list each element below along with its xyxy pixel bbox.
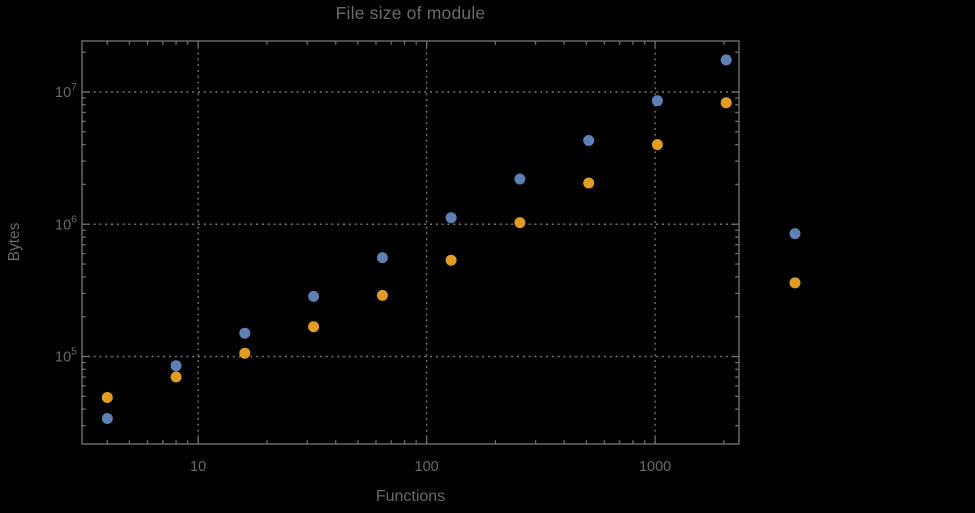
data-point (789, 228, 801, 240)
data-point (651, 139, 663, 151)
x-tick-label: 10 (190, 459, 206, 475)
x-tick-label: 100 (415, 459, 439, 475)
orange-series (101, 97, 801, 403)
grid-lines (82, 41, 739, 444)
y-tick-label: 107 (55, 81, 77, 101)
data-point (583, 177, 595, 189)
data-point (445, 254, 457, 266)
data-point (101, 392, 113, 403)
data-point (239, 327, 251, 339)
data-point (376, 289, 388, 301)
data-point (308, 290, 320, 302)
data-point (101, 413, 113, 424)
y-tick-label: 106 (55, 213, 77, 233)
data-point (789, 277, 801, 289)
x-axis-label: Functions (375, 488, 446, 505)
data-point (720, 97, 732, 109)
chart-title: File size of module (335, 3, 486, 23)
y-tick-label: 105 (55, 346, 77, 366)
data-point (170, 360, 182, 372)
data-point (170, 371, 182, 383)
data-point (583, 135, 595, 146)
axis-ticks (82, 41, 739, 444)
data-point (514, 173, 526, 185)
data-point (239, 347, 251, 359)
data-point (445, 212, 457, 224)
data-point (651, 95, 663, 107)
data-point (376, 252, 388, 264)
tick-labels: 10 100 1000 105 106 107 (55, 81, 671, 475)
data-point (720, 54, 732, 66)
data-point (308, 321, 320, 333)
x-tick-label: 1000 (639, 459, 671, 475)
data-point (514, 217, 526, 229)
plot-frame (81, 40, 740, 445)
blue-series (101, 54, 801, 424)
